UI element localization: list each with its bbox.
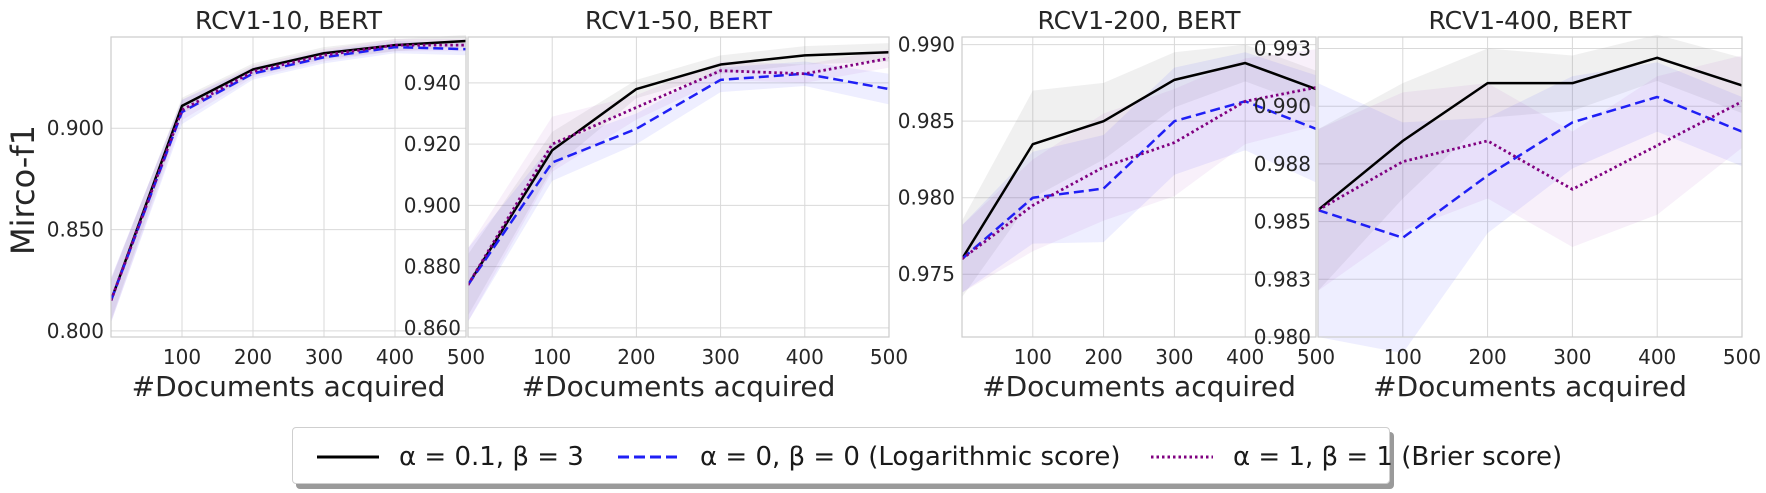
legend-item-a01b3: α = 0.1, β = 3 bbox=[317, 428, 584, 485]
confidence-band bbox=[962, 49, 1316, 293]
x-axis-label: #Documents acquired bbox=[522, 370, 836, 403]
y-tick-label: 0.920 bbox=[404, 132, 461, 156]
confidence-band bbox=[1318, 55, 1742, 291]
legend-label: α = 0, β = 0 (Logarithmic score) bbox=[700, 441, 1121, 472]
series-line bbox=[111, 45, 466, 301]
series-line bbox=[468, 72, 889, 286]
legend-label: α = 0.1, β = 3 bbox=[399, 441, 584, 472]
legend-item-a1b1: α = 1, β = 1 (Brier score) bbox=[1151, 428, 1562, 485]
chart-panel-4: 100 200 300 400 5000.9800.9830.9850.9880.990… bbox=[1254, 6, 1761, 403]
y-tick-label: 0.975 bbox=[898, 262, 955, 286]
chart-title: RCV1-200, BERT bbox=[1038, 6, 1242, 35]
x-tick-label: 200 bbox=[1085, 345, 1123, 369]
x-tick-label: 400 bbox=[376, 345, 414, 369]
y-tick-label: 0.985 bbox=[898, 109, 955, 133]
confidence-band bbox=[962, 44, 1316, 298]
legend-line-solid bbox=[317, 455, 379, 458]
x-tick-label: 100 bbox=[533, 345, 571, 369]
y-tick-label: 0.880 bbox=[404, 255, 461, 279]
x-tick-label: 300 bbox=[305, 345, 343, 369]
x-axis-label: #Documents acquired bbox=[982, 370, 1296, 403]
chart-title: RCV1-400, BERT bbox=[1429, 6, 1633, 35]
x-tick-label: 500 bbox=[1297, 345, 1335, 369]
plot-frame bbox=[467, 36, 890, 338]
x-axis-label: #Documents acquired bbox=[1373, 370, 1687, 403]
chart-title: RCV1-10, BERT bbox=[195, 6, 383, 35]
plot-area bbox=[1318, 37, 1742, 337]
x-tick-label: 100 bbox=[1384, 345, 1422, 369]
y-tick-label: 0.860 bbox=[404, 316, 461, 340]
confidence-band bbox=[1318, 62, 1742, 354]
legend: α = 0.1, β = 3 α = 0, β = 0 (Logarithmic… bbox=[292, 427, 1562, 485]
y-tick-label: 0.983 bbox=[1254, 267, 1311, 291]
chart-panel-3: 100 200 300 400 500 0.975 0.980 0.985 0.990 RCV1-… bbox=[898, 6, 1335, 403]
y-tick-label: 0.990 bbox=[898, 33, 955, 57]
y-tick-label: 0.850 bbox=[47, 218, 104, 242]
series-line bbox=[1318, 95, 1742, 240]
legend-item-a0b0: α = 0, β = 0 (Logarithmic score) bbox=[618, 428, 1120, 485]
y-tick-label: 0.993 bbox=[1254, 37, 1311, 61]
series-line bbox=[1318, 56, 1742, 212]
y-tick-label: 0.940 bbox=[404, 71, 461, 95]
y-tick-label: 0.800 bbox=[47, 319, 104, 343]
confidence-band bbox=[111, 41, 466, 323]
y-tick-label: 0.900 bbox=[404, 193, 461, 217]
y-tick-label: 0.980 bbox=[898, 186, 955, 210]
series-line bbox=[468, 51, 889, 286]
x-tick-label: 400 bbox=[1638, 345, 1676, 369]
x-axis-label: #Documents acquired bbox=[132, 370, 446, 403]
plot-area bbox=[468, 37, 889, 337]
chart-title: RCV1-50, BERT bbox=[585, 6, 773, 35]
x-tick-label: 200 bbox=[1469, 345, 1507, 369]
plot-area bbox=[962, 37, 1316, 337]
plot-frame bbox=[1317, 36, 1743, 338]
x-tick-label: 400 bbox=[1226, 345, 1264, 369]
confidence-band bbox=[1318, 34, 1742, 291]
x-tick-label: 200 bbox=[234, 345, 272, 369]
x-tick-label: 500 bbox=[870, 345, 908, 369]
confidence-band bbox=[468, 61, 889, 322]
y-axis-label: Mirco-f1 bbox=[4, 125, 42, 255]
x-tick-label: 100 bbox=[163, 345, 201, 369]
series-line bbox=[111, 43, 466, 302]
x-tick-label: 400 bbox=[786, 345, 824, 369]
x-tick-label: 300 bbox=[702, 345, 740, 369]
series-line bbox=[468, 57, 889, 286]
x-tick-label: 100 bbox=[1014, 345, 1052, 369]
legend-line-dashed bbox=[618, 455, 680, 458]
y-tick-label: 0.990 bbox=[1254, 94, 1311, 118]
y-tick-label: 0.980 bbox=[1254, 325, 1311, 349]
confidence-band bbox=[468, 49, 889, 322]
x-tick-label: 500 bbox=[1723, 345, 1761, 369]
legend-line-dotted bbox=[1151, 455, 1213, 458]
chart-panel-1: 100 200 300 400 500 0.800 0.850 0.900 RCV1-10, B… bbox=[47, 6, 485, 403]
confidence-band bbox=[962, 52, 1316, 293]
x-tick-label: 500 bbox=[447, 345, 485, 369]
x-tick-label: 300 bbox=[1155, 345, 1193, 369]
legend-label: α = 1, β = 1 (Brier score) bbox=[1233, 441, 1563, 472]
y-tick-label: 0.988 bbox=[1254, 152, 1311, 176]
plot-frame bbox=[110, 36, 467, 338]
x-tick-label: 200 bbox=[617, 345, 655, 369]
series-line bbox=[962, 86, 1316, 261]
y-tick-label: 0.985 bbox=[1254, 210, 1311, 234]
x-tick-label: 300 bbox=[1553, 345, 1591, 369]
plot-area bbox=[111, 37, 466, 337]
chart-panel-2: 100 200 300 400 500 0.860 0.880 0.900 0.920 0.940… bbox=[404, 6, 908, 403]
series-line bbox=[962, 61, 1316, 260]
y-tick-label: 0.900 bbox=[47, 116, 104, 140]
series-line bbox=[962, 100, 1316, 260]
plot-frame bbox=[961, 36, 1317, 338]
